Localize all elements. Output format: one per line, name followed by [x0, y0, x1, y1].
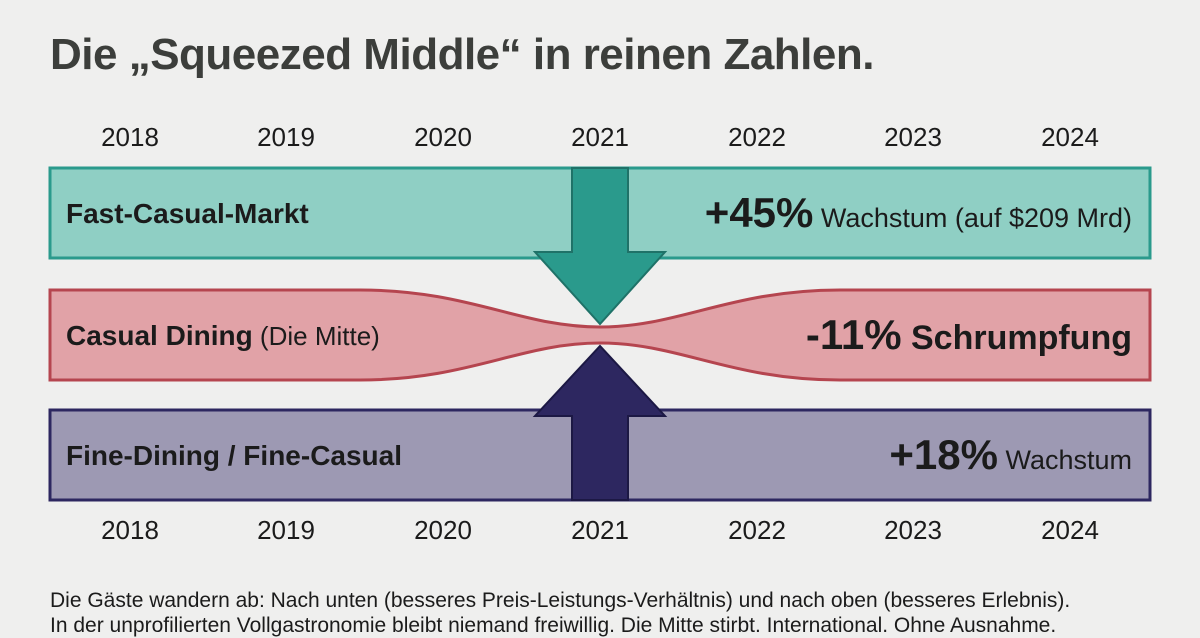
year-label-top: 2020 — [414, 122, 472, 152]
series-name: Fine-Dining / Fine-Casual — [66, 440, 402, 471]
series-value-label: +18% Wachstum — [889, 431, 1132, 478]
year-label-bottom: 2024 — [1041, 515, 1099, 545]
year-label-top: 2018 — [101, 122, 159, 152]
year-label-top: 2022 — [728, 122, 786, 152]
band-shape — [48, 288, 1152, 382]
year-label-bottom: 2021 — [571, 515, 629, 545]
footer-text: Die Gäste wandern ab: Nach unten (besser… — [50, 588, 1170, 638]
page-title: Die „Squeezed Middle“ in reinen Zahlen. — [50, 30, 874, 79]
year-label-bottom: 2018 — [101, 515, 159, 545]
year-axis-top: 2018 2019 2020 2021 2022 2023 2024 — [0, 122, 1200, 152]
year-label-bottom: 2019 — [257, 515, 315, 545]
year-label-top: 2023 — [884, 122, 942, 152]
footer-line-1: Die Gäste wandern ab: Nach unten (besser… — [50, 589, 1071, 612]
footer-line-2: In der unprofilierten Vollgastronomie bl… — [50, 614, 1057, 637]
year-label-top: 2024 — [1041, 122, 1099, 152]
series-name: Casual Dining (Die Mitte) — [66, 320, 380, 351]
year-label-bottom: 2023 — [884, 515, 942, 545]
series-value-label: +45% Wachstum (auf $209 Mrd) — [705, 189, 1132, 236]
year-label-top: 2021 — [571, 122, 629, 152]
series-band — [48, 288, 1152, 382]
year-axis-bottom: 2018 2019 2020 2021 2022 2023 2024 — [0, 515, 1200, 545]
up-arrow — [532, 344, 668, 501]
series-name: Fast-Casual-Markt — [66, 198, 309, 229]
series-value-label: -11% Schrumpfung — [806, 311, 1132, 358]
year-label-bottom: 2022 — [728, 515, 786, 545]
year-label-bottom: 2020 — [414, 515, 472, 545]
down-arrow — [532, 167, 668, 326]
year-label-top: 2019 — [257, 122, 315, 152]
